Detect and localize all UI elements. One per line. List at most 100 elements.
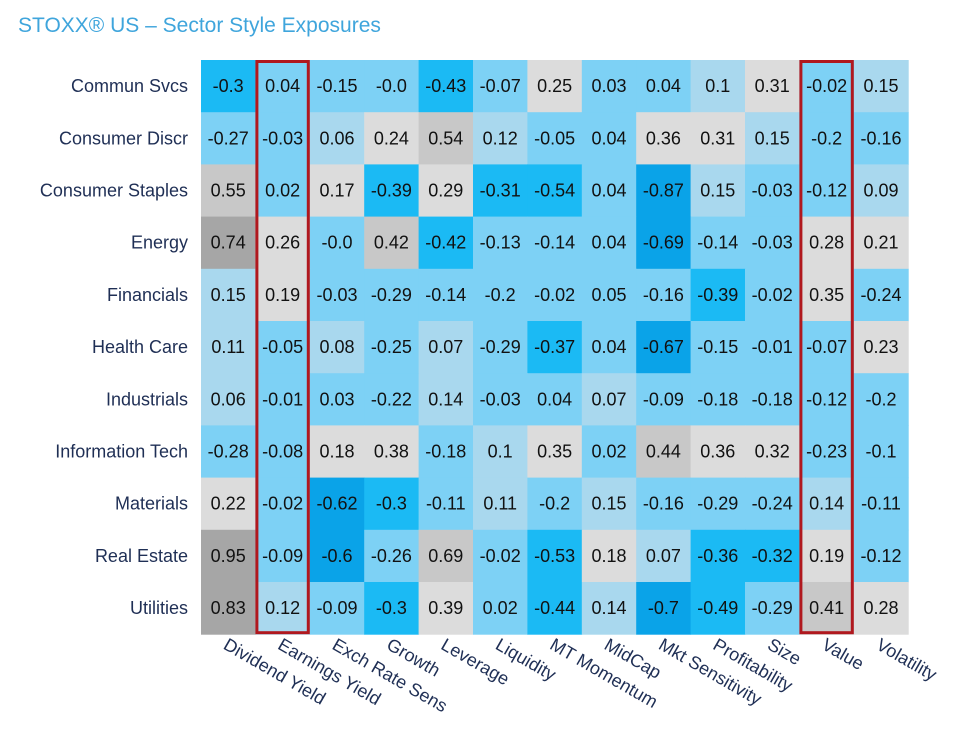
row-label: Consumer Staples — [40, 181, 188, 201]
cell-value-label: 0.04 — [537, 389, 572, 409]
heatmap-cell — [473, 529, 528, 583]
cell-value-label: 0.31 — [755, 76, 790, 96]
cell-value-label: -0.54 — [534, 181, 575, 201]
heatmap-cell — [636, 425, 692, 479]
heatmap-cell — [690, 425, 746, 479]
heatmap-cell — [799, 268, 855, 322]
cell-value-label: -0.16 — [860, 128, 901, 148]
row-label: Energy — [131, 233, 188, 253]
cell-value-label: -0.18 — [425, 442, 466, 462]
cell-value-label: -0.7 — [648, 598, 679, 618]
heatmap-cell — [418, 164, 474, 218]
heatmap-cell — [364, 477, 420, 531]
cell-value-label: -0.02 — [806, 76, 847, 96]
cell-value-label: 0.35 — [537, 442, 572, 462]
cell-value-label: 0.15 — [755, 128, 790, 148]
heatmap-cell — [581, 321, 637, 374]
cell-value-label: -0.11 — [426, 494, 466, 514]
cell-value-label: -0.03 — [262, 128, 303, 148]
cell-value-label: 0.15 — [211, 285, 246, 305]
heatmap-cell — [309, 425, 365, 479]
cell-value-label: 0.24 — [374, 128, 409, 148]
cell-value-label: 0.07 — [591, 389, 626, 409]
cell-value-label: 0.21 — [863, 233, 898, 253]
cell-value-label: -0.3 — [376, 494, 407, 514]
cell-value-label: 0.04 — [591, 128, 626, 148]
heatmap-cell — [201, 477, 256, 531]
cell-value-label: -0.12 — [806, 389, 847, 409]
cell-value-label: 0.1 — [705, 76, 730, 96]
heatmap-cell — [309, 164, 365, 218]
cell-value-label: -0.31 — [480, 181, 521, 201]
heatmap-cell — [581, 477, 637, 531]
cell-value-label: 0.11 — [211, 337, 245, 357]
heatmap-cell — [745, 529, 800, 583]
heatmap-cell — [527, 582, 583, 635]
heatmap-cell — [527, 477, 583, 531]
heatmap-cell — [690, 582, 746, 635]
cell-value-label: 0.04 — [591, 181, 626, 201]
heatmap-cell — [581, 60, 637, 113]
highlight-box — [799, 60, 854, 635]
cell-value-label: -0.14 — [534, 233, 575, 253]
row-label: Materials — [115, 494, 188, 514]
cell-value-label: -0.03 — [752, 233, 793, 253]
heatmap-cell — [853, 425, 909, 479]
heatmap-cell — [473, 582, 528, 635]
heatmap-cell — [527, 373, 583, 426]
cell-value-label: -0.3 — [376, 598, 407, 618]
heatmap-cell — [418, 425, 474, 479]
heatmap-cell — [527, 112, 583, 165]
cell-value-label: -0.09 — [643, 389, 684, 409]
cell-value-label: 0.39 — [428, 598, 463, 618]
heatmap-cell — [473, 268, 528, 322]
cell-value-label: -0.14 — [697, 233, 738, 253]
cell-value-label: -0.23 — [806, 442, 847, 462]
cell-value-label: -0.24 — [752, 494, 793, 514]
cell-value-label: -0.05 — [534, 128, 575, 148]
heatmap-cell — [473, 477, 528, 531]
cell-value-label: -0.01 — [262, 389, 303, 409]
cell-value-label: -0.01 — [752, 337, 793, 357]
row-label: Industrials — [106, 389, 188, 409]
cell-value-label: -0.0 — [376, 76, 407, 96]
cell-value-label: -0.29 — [371, 285, 412, 305]
heatmap-cell — [581, 216, 637, 270]
heatmap-cell — [309, 477, 365, 531]
heatmap-cell — [255, 477, 311, 531]
heatmap-cell — [745, 321, 800, 374]
heatmap-cell — [636, 268, 692, 322]
cell-value-label: 0.54 — [428, 128, 463, 148]
cell-value-label: -0.44 — [534, 598, 575, 618]
cell-value-label: -0.22 — [371, 389, 412, 409]
cell-value-label: 0.03 — [319, 389, 354, 409]
heatmap-cell — [745, 425, 800, 479]
cell-value-label: 0.44 — [646, 442, 681, 462]
cell-value-label: 0.02 — [483, 598, 518, 618]
heatmap-cell — [309, 321, 365, 374]
cell-value-label: 0.42 — [374, 233, 409, 253]
cell-value-label: -0.87 — [643, 181, 684, 201]
cell-value-label: -0.28 — [208, 442, 249, 462]
heatmap-cell — [527, 425, 583, 479]
heatmap-cell — [309, 60, 365, 113]
heatmap-cell — [201, 216, 256, 270]
heatmap-cell — [853, 582, 909, 635]
cell-value-label: 0.69 — [428, 546, 463, 566]
heatmap-cell — [364, 268, 420, 322]
heatmap-cell — [201, 582, 256, 635]
heatmap-cell — [690, 164, 746, 218]
heatmap-cell — [690, 477, 746, 531]
heatmap-cell — [418, 216, 474, 270]
heatmap-cell — [473, 321, 528, 374]
cell-value-label: -0.3 — [213, 76, 244, 96]
cell-value-label: -0.2 — [811, 128, 842, 148]
heatmap-cell — [581, 112, 637, 165]
cell-value-label: -0.08 — [262, 442, 303, 462]
heatmap-cell — [473, 216, 528, 270]
cell-value-label: 0.02 — [265, 181, 300, 201]
heatmap-cell — [799, 321, 855, 374]
heatmap-cell — [853, 164, 909, 218]
heatmap-cell — [255, 529, 311, 583]
cell-value-label: -0.2 — [485, 285, 516, 305]
